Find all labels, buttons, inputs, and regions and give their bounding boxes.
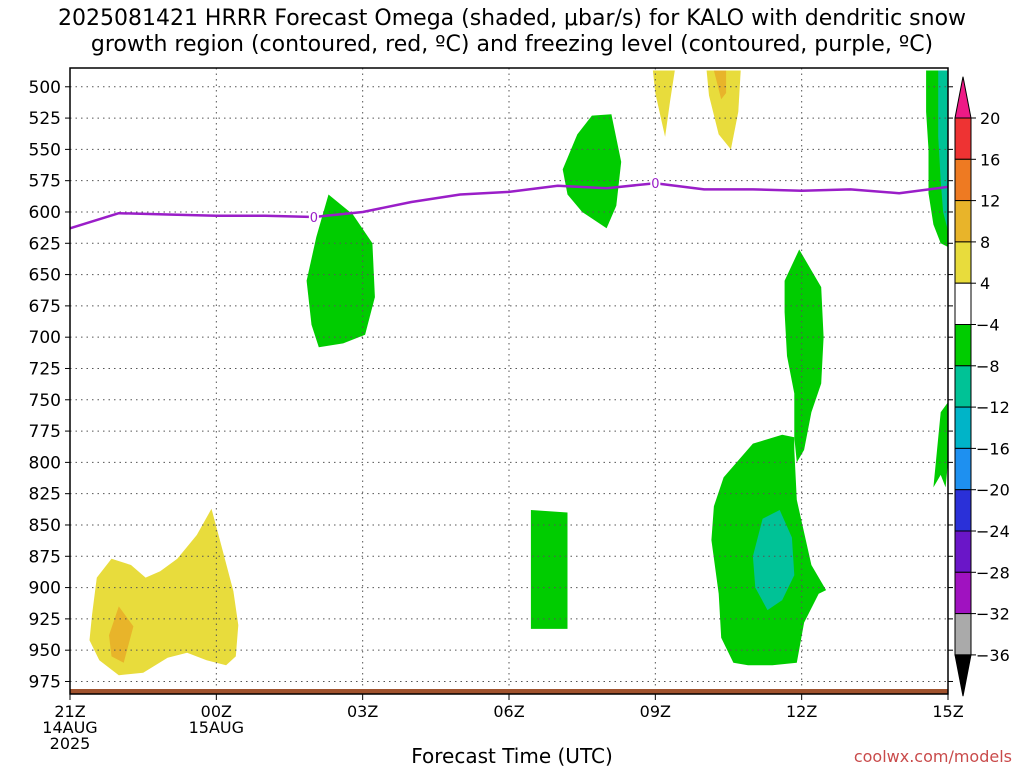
omega-shaded-regions — [89, 70, 948, 676]
y-tick-label: 650 — [29, 266, 61, 286]
freezing-level-label: 0 — [310, 211, 318, 226]
colorbar-swatch — [954, 365, 972, 408]
colorbar-label: −24 — [976, 522, 1010, 541]
x-tick-label: 15AUG — [189, 718, 244, 737]
chart-title: 2025081421 HRRR Forecast Omega (shaded, … — [0, 6, 1024, 58]
omega-region-2 — [306, 194, 375, 348]
colorbar-label: 12 — [980, 192, 1000, 211]
colorbar-label: −16 — [976, 439, 1010, 458]
omega-region-4 — [530, 510, 568, 629]
colorbar-label: −4 — [976, 316, 1000, 335]
gridlines — [70, 68, 948, 689]
colorbar-swatch — [954, 200, 972, 243]
colorbar-swatch — [954, 158, 972, 202]
y-tick-label: 825 — [29, 485, 61, 505]
colorbar-label: −12 — [976, 398, 1010, 417]
x-tick-label: 00Z — [201, 702, 232, 721]
freezing-level-label: 0 — [651, 177, 659, 192]
colorbar-label: 20 — [980, 109, 1000, 128]
colorbar-swatch — [954, 406, 972, 449]
source-credit: coolwx.com/models — [853, 747, 1012, 766]
chart-title-line-1: 2025081421 HRRR Forecast Omega (shaded, … — [57, 6, 967, 31]
omega-region-11 — [706, 70, 741, 150]
y-tick-label: 575 — [29, 172, 61, 192]
omega-region-12 — [652, 70, 675, 137]
y-tick-label: 600 — [29, 203, 61, 223]
colorbar-swatch — [954, 324, 972, 367]
colorbar-label: −32 — [976, 605, 1010, 624]
colorbar-swatch — [954, 117, 972, 160]
y-axis: 500 525 550 575 600 625 650 675 700 725 750 775 800 8… — [29, 78, 953, 692]
y-tick-label: 625 — [29, 234, 61, 254]
y-tick-label: 975 — [29, 672, 61, 692]
freezing-level-contour: 00 — [69, 176, 949, 230]
colorbar-arrow-top — [954, 76, 972, 119]
colorbar-swatch — [954, 241, 972, 284]
x-axis-title: Forecast Time (UTC) — [411, 744, 613, 768]
colorbar-label: −28 — [976, 563, 1010, 582]
omega-region-13 — [713, 70, 727, 100]
x-tick-label: 2025 — [50, 734, 91, 753]
x-tick-label: 06Z — [493, 702, 524, 721]
colorbar-swatch — [954, 613, 972, 656]
colorbar-label: −8 — [976, 357, 1000, 376]
colorbar-swatch — [954, 571, 972, 615]
y-tick-label: 900 — [29, 579, 61, 599]
y-tick-label: 950 — [29, 641, 61, 661]
y-tick-label: 775 — [29, 422, 61, 442]
y-tick-label: 675 — [29, 297, 61, 317]
y-tick-label: 800 — [29, 453, 61, 473]
omega-region-6 — [784, 249, 824, 463]
y-tick-label: 700 — [29, 328, 61, 348]
y-tick-label: 550 — [29, 140, 61, 160]
chart-title-line-2: growth region (contoured, red, ºC) and f… — [90, 32, 934, 57]
colorbar-label: −20 — [976, 481, 1010, 500]
colorbar-label: 8 — [980, 233, 990, 252]
colorbar-swatch — [954, 489, 972, 532]
colorbar-label: 4 — [980, 274, 990, 293]
colorbar-swatch — [954, 447, 972, 491]
contour-label-background — [650, 176, 661, 191]
y-tick-label: 525 — [29, 109, 61, 129]
x-tick-label: 09Z — [640, 702, 671, 721]
x-tick-label: 14AUG — [42, 718, 97, 737]
x-tick-label: 21Z — [54, 702, 85, 721]
colorbar-arrow-bottom — [954, 654, 972, 697]
omega-region-7 — [933, 402, 948, 488]
contour-label-background — [308, 209, 319, 224]
colorbar-label: 16 — [980, 150, 1000, 169]
colorbar-label: −36 — [976, 646, 1010, 665]
omega-region-3 — [562, 114, 622, 229]
omega-region-9 — [938, 70, 948, 231]
omega-region-10 — [752, 510, 795, 611]
y-tick-label: 925 — [29, 610, 61, 630]
y-tick-label: 850 — [29, 516, 61, 536]
x-tick-label: 12Z — [786, 702, 817, 721]
y-tick-label: 500 — [29, 78, 61, 98]
omega-region-1 — [109, 606, 134, 663]
x-tick-label: 15Z — [932, 702, 963, 721]
y-tick-label: 875 — [29, 547, 61, 567]
y-tick-label: 725 — [29, 359, 61, 379]
colorbar-swatch — [954, 282, 972, 326]
ground-strip — [70, 689, 948, 694]
freezing-level-line — [69, 181, 949, 230]
colorbar-legend: 20 16 12 8 4 −4 −8 −12 −16 −20 −24 −28 −32 −36 — [954, 76, 1010, 697]
x-tick-label: 03Z — [347, 702, 378, 721]
y-tick-label: 750 — [29, 391, 61, 411]
colorbar-swatch — [954, 530, 972, 573]
